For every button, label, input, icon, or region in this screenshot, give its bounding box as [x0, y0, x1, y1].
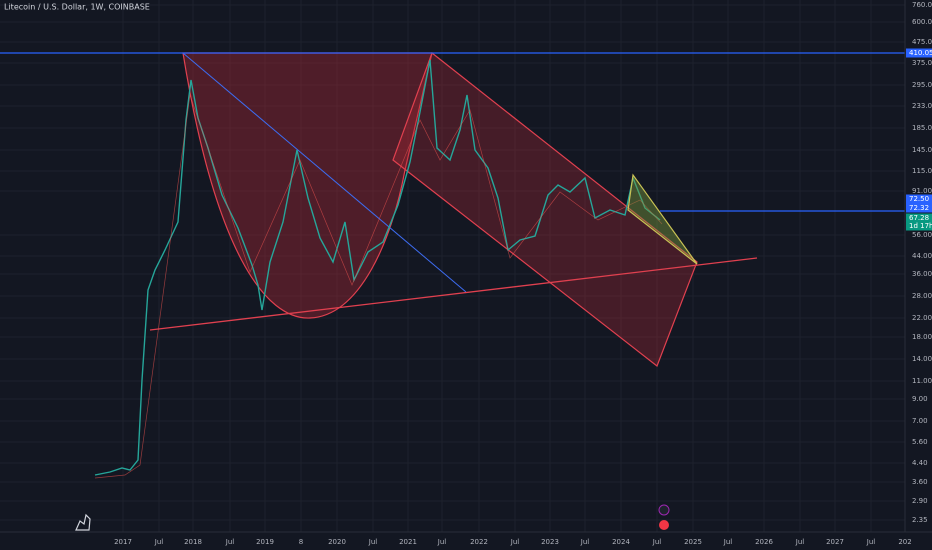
price-label: 7.00: [912, 417, 928, 425]
time-label: 2024: [612, 538, 630, 546]
price-label: 600.00: [912, 18, 932, 26]
price-label: 145.00: [912, 146, 932, 154]
support-line: [149, 257, 758, 331]
time-label: Jul: [652, 538, 662, 546]
price-tag-label: 72.32: [909, 204, 929, 212]
time-label: Jul: [368, 538, 378, 546]
grid: [0, 0, 906, 532]
price-label: 14.00: [912, 355, 932, 363]
price-tag: [906, 213, 932, 223]
time-label: Jul: [580, 538, 590, 546]
price-label: 475.00: [912, 38, 932, 46]
channel-drawing: [392, 52, 698, 367]
price-path-down: [94, 94, 663, 479]
price-label: 9.00: [912, 395, 928, 403]
time-label: Jul: [437, 538, 447, 546]
time-label: 2022: [470, 538, 488, 546]
price-label: 28.00: [912, 292, 932, 300]
price-tag: [906, 194, 932, 204]
time-label: 2019: [256, 538, 274, 546]
time-label: 2025: [684, 538, 702, 546]
axis-labels: 760.00 600.00 475.00 375.00 295.00 233.00 185.…: [114, 1, 932, 546]
price-label: 56.00: [912, 231, 932, 239]
logo: [75, 513, 91, 531]
time-label: 2023: [541, 538, 559, 546]
price-label: 91.00: [912, 187, 932, 195]
price-label: 4.40: [912, 459, 928, 467]
price-label: 5.60: [912, 438, 928, 446]
event-icon[interactable]: [658, 504, 670, 516]
price-label: 2.35: [912, 516, 928, 524]
price-tag-label: 72.50: [909, 195, 929, 203]
time-label: 2018: [184, 538, 202, 546]
price-label: 295.00: [912, 81, 932, 89]
price-tag: [906, 203, 932, 213]
price-tag-label: 67.28: [909, 214, 929, 222]
chart-title: Litecoin / U.S. Dollar, 1W, COINBASE: [4, 3, 150, 12]
time-label: 2026: [755, 538, 773, 546]
time-label: 2020: [328, 538, 346, 546]
price-label: 185.00: [912, 124, 932, 132]
time-label: 2017: [114, 538, 132, 546]
time-label: 2021: [399, 538, 417, 546]
price-label: 22.00: [912, 314, 932, 322]
event-icon[interactable]: [659, 520, 669, 530]
trend-line: [182, 52, 467, 293]
time-label: 2027: [826, 538, 844, 546]
price-tag: [906, 221, 932, 231]
time-label: Jul: [510, 538, 520, 546]
price-label: 2.90: [912, 497, 928, 505]
price-label: 233.00: [912, 102, 932, 110]
time-label: Jul: [723, 538, 733, 546]
price-label: 11.00: [912, 377, 932, 385]
price-label: 3.60: [912, 478, 928, 486]
price-label: 375.00: [912, 59, 932, 67]
time-label: 202: [898, 538, 911, 546]
price-label: 760.00: [912, 1, 932, 9]
time-label: Jul: [866, 538, 876, 546]
price-tag-label: 1d 17h: [909, 222, 932, 230]
price-label: 115.00: [912, 167, 932, 175]
wedge-drawing: [627, 173, 698, 265]
price-tag: [906, 48, 932, 58]
time-label: Jul: [225, 538, 235, 546]
price-label: 18.00: [912, 333, 932, 341]
price-tag-label: 410.05: [909, 49, 932, 57]
time-label: Jul: [795, 538, 805, 546]
time-label: Jul: [154, 538, 164, 546]
time-label: 8: [299, 538, 303, 546]
price-label: 44.00: [912, 252, 932, 260]
price-label: 36.00: [912, 270, 932, 278]
